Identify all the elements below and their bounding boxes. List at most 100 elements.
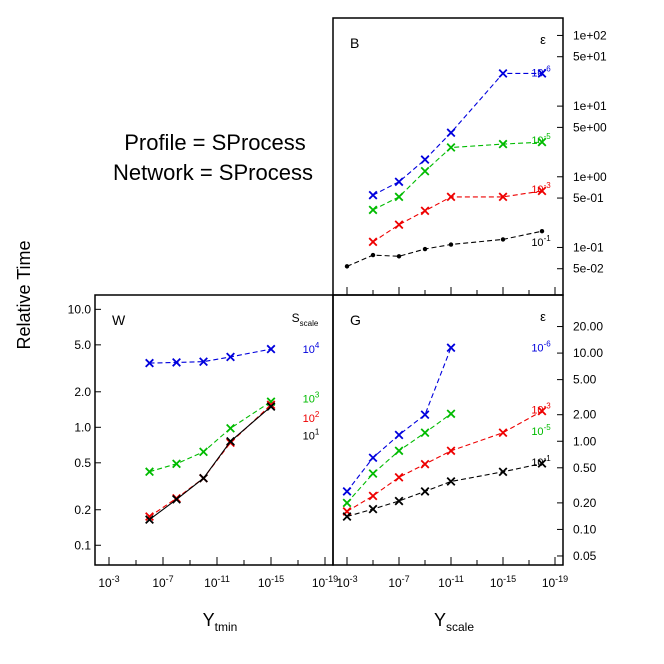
panel-b-series-label: 10-1 <box>531 234 551 249</box>
panel-w-point <box>266 400 276 410</box>
panel-w-legend-title: Sscale <box>292 311 319 328</box>
panel-g-series-label: 10-5 <box>531 423 551 438</box>
panel-g-point <box>420 459 430 469</box>
panel-g-ytick-label: 0.05 <box>573 549 597 563</box>
panel-w-point <box>172 459 181 469</box>
panel-w-point <box>145 512 154 522</box>
panel-b-point <box>498 139 508 149</box>
panel-g-point <box>394 472 404 482</box>
panel-g-point <box>498 467 508 477</box>
panel-w-point <box>266 344 276 354</box>
panel-g-point <box>446 409 456 419</box>
panel-b-ytick-label: 1e+00 <box>573 170 607 184</box>
panel-b-series-line <box>346 230 543 267</box>
panel-b-point <box>368 237 378 247</box>
profile-annotation: Profile = SProcess <box>124 130 306 155</box>
panel-g-ytick-label: 5.00 <box>573 373 597 387</box>
panel-w-ytick-label: 1.0 <box>74 420 91 434</box>
panel-w-ytick-label: 0.1 <box>74 538 91 552</box>
panel-w-series-line <box>149 348 272 364</box>
panel-b-point <box>420 166 430 176</box>
panel-b-ytick-label: 5e+00 <box>573 120 607 134</box>
panel-b-point <box>498 192 508 202</box>
panel-g-point <box>420 486 430 496</box>
panel-w-series-label: 103 <box>303 391 320 406</box>
panel-g-ytick-label: 10.00 <box>573 346 603 360</box>
panel-w-series-line <box>149 401 272 473</box>
panel-b-series-line <box>372 190 543 243</box>
panel-w-point <box>199 357 208 367</box>
panel-g-point <box>342 512 352 521</box>
panel-g-ytick-label: 2.00 <box>573 408 597 422</box>
panel-b-ytick-label: 5e+01 <box>573 50 607 64</box>
panel-g-series-label: 10-3 <box>531 401 551 416</box>
panel-g-point <box>537 406 547 416</box>
panel-w-ytick-label: 10.0 <box>68 302 92 316</box>
panel-b-point <box>448 242 454 247</box>
panel-w-series-label: 102 <box>303 410 320 425</box>
panel-g-point <box>394 430 404 440</box>
panel-g-point <box>342 486 352 496</box>
panel-w-point <box>172 357 181 367</box>
panel-b-point <box>394 220 404 230</box>
panel-w-point <box>172 494 181 504</box>
panel-g-point <box>446 343 456 353</box>
panel-b-series-line <box>372 141 543 211</box>
panel-b-ytick-label: 5e-01 <box>573 191 604 205</box>
panel-w-xtick-label: 10-7 <box>152 574 173 590</box>
panel-g-point <box>368 469 378 479</box>
panel-g-series-label: 10-1 <box>531 454 551 469</box>
panel-g-point <box>446 446 456 456</box>
panel-b-point <box>500 237 506 242</box>
panel-g-point <box>446 477 456 486</box>
panel-g-series-line <box>346 413 452 504</box>
panel-b-point <box>537 137 547 147</box>
panel-b-point <box>537 186 547 196</box>
panel-g-ytick-label: 1.00 <box>573 434 597 448</box>
panel-w-frame <box>94 294 334 566</box>
panel-g-point <box>342 498 352 508</box>
panel-b-point <box>537 68 547 78</box>
panel-w-ytick-label: 0.2 <box>74 503 91 517</box>
panel-w-point <box>226 423 235 433</box>
panel-w-xtick-label: 10-19 <box>312 574 338 590</box>
panel-b-ytick-label: 5e-02 <box>573 262 604 276</box>
panel-b-point <box>396 254 402 259</box>
panel-g-x-title: Yscale <box>434 610 474 634</box>
panel-b-ytick-label: 1e+01 <box>573 99 607 113</box>
panel-w-xtick-label: 10-15 <box>258 574 284 590</box>
panel-g-letter: G <box>350 312 361 328</box>
panel-g-point <box>394 496 404 506</box>
panel-w-xtick-label: 10-11 <box>204 574 230 590</box>
panel-b-point <box>539 228 545 234</box>
panel-b-series-label: 10-6 <box>531 64 551 79</box>
panel-w-series-label: 101 <box>303 428 320 443</box>
panel-w-letter: W <box>112 312 126 328</box>
panel-w-ytick-label: 5.0 <box>74 338 91 352</box>
panel-g-series-line <box>346 347 452 492</box>
panel-w-point <box>145 515 154 525</box>
panel-b-point <box>446 128 456 138</box>
panel-w-point <box>266 402 276 411</box>
panel-b-point <box>394 177 404 187</box>
panel-w-series-label: 104 <box>303 341 320 356</box>
panel-g-xtick-label: 10-7 <box>388 574 409 590</box>
panel-w-point <box>226 352 235 362</box>
panel-b-point <box>422 246 428 252</box>
panel-b-point <box>368 205 378 215</box>
panel-b-frame <box>332 17 564 296</box>
panel-b-point <box>498 68 508 78</box>
panel-b-point <box>420 206 430 216</box>
panel-g-point <box>537 459 547 468</box>
panel-b-point <box>420 155 430 165</box>
panel-g-frame <box>332 294 564 566</box>
panel-g-point <box>394 446 404 456</box>
panel-w-xtick-label: 10-3 <box>98 574 119 590</box>
panel-g-point <box>498 428 508 438</box>
panel-g-ytick-label: 0.50 <box>573 461 597 475</box>
panel-g-point <box>420 410 430 420</box>
panel-b-point <box>394 192 404 202</box>
panel-g-legend-title: ε <box>540 309 546 324</box>
